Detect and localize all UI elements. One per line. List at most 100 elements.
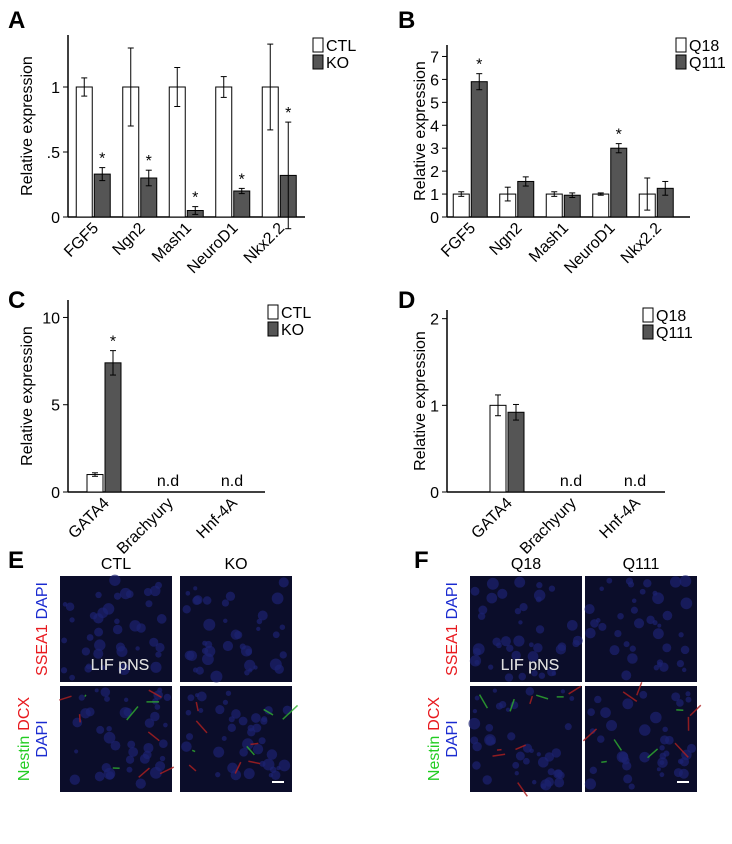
significance-mark: *	[99, 151, 105, 168]
cell-texture	[279, 651, 287, 659]
cell-texture	[685, 696, 692, 703]
cell-texture	[181, 741, 192, 752]
fiber-texture	[78, 714, 81, 723]
cell-texture	[614, 629, 622, 638]
error-bar	[145, 169, 152, 187]
cell-texture	[143, 587, 153, 597]
cell-texture	[472, 741, 482, 752]
x-tick-label: NeuroD1	[184, 220, 241, 277]
panel-letter: E	[8, 547, 24, 574]
image-overlay: LIF pNS	[91, 657, 150, 674]
cell-texture	[662, 643, 672, 653]
error-bar	[458, 191, 465, 197]
cell-texture	[96, 725, 105, 734]
significance-mark: *	[192, 190, 198, 207]
cell-texture	[669, 576, 682, 588]
cell-texture	[560, 689, 566, 694]
cell-texture	[594, 695, 602, 704]
row-label: DAPI	[444, 720, 461, 757]
cell-texture	[106, 725, 112, 732]
cell-texture	[234, 631, 243, 640]
legend-swatch	[267, 304, 279, 320]
fiber-texture	[517, 782, 528, 797]
cell-texture	[629, 645, 636, 652]
cell-texture	[187, 694, 195, 702]
row-label-part: DAPI	[34, 582, 51, 619]
y-tick-label: 6	[430, 72, 439, 89]
cell-texture	[119, 587, 132, 600]
fiber-texture	[568, 685, 582, 695]
bar	[104, 362, 122, 493]
cell-texture	[657, 623, 662, 628]
significance-mark: *	[285, 105, 291, 122]
cell-texture	[95, 591, 102, 599]
cell-texture	[202, 596, 212, 605]
category-note: n.d	[221, 473, 243, 490]
cell-texture	[244, 669, 250, 676]
y-tick-label: 0	[51, 485, 60, 502]
legend-swatch	[642, 324, 654, 340]
cell-texture	[652, 592, 664, 605]
fiber-texture	[148, 689, 162, 698]
cell-texture	[572, 635, 583, 646]
fiber-texture	[689, 704, 702, 717]
legend-swatch	[642, 307, 654, 323]
cell-texture	[630, 606, 638, 614]
x-tick-label: Hnf-4A	[194, 495, 241, 542]
cell-texture	[609, 645, 620, 656]
x-tick-label: GATA4	[468, 495, 516, 543]
fiber-texture	[515, 744, 526, 751]
cell-texture	[469, 655, 482, 667]
cell-texture	[486, 577, 499, 590]
cell-texture	[470, 586, 480, 596]
cell-texture	[105, 771, 115, 780]
fiber-texture	[622, 691, 638, 703]
cell-texture	[210, 670, 223, 683]
cell-texture	[100, 665, 106, 671]
cell-texture	[104, 696, 110, 702]
bar	[75, 86, 93, 218]
cell-texture	[585, 627, 596, 639]
fiber-texture	[647, 748, 659, 759]
y-tick-label: 0	[430, 210, 439, 227]
cell-texture	[72, 717, 83, 728]
cell-texture	[221, 599, 230, 607]
cell-texture	[279, 624, 286, 630]
cell-texture	[486, 592, 498, 604]
legend-label: Q111	[656, 325, 693, 342]
error-bar	[597, 192, 604, 196]
micrograph	[470, 576, 582, 682]
cell-texture	[662, 610, 673, 621]
fiber-texture	[159, 766, 175, 775]
cell-texture	[109, 574, 121, 586]
cell-texture	[678, 632, 684, 638]
cell-texture	[540, 783, 547, 789]
fiber-texture	[234, 761, 242, 774]
cell-texture	[671, 692, 681, 702]
cell-texture	[554, 777, 565, 788]
error-bar	[644, 177, 651, 211]
cell-texture	[116, 645, 128, 657]
cell-texture	[679, 759, 684, 764]
bar	[233, 190, 251, 218]
cell-texture	[94, 688, 99, 693]
cell-texture	[143, 742, 154, 753]
cell-texture	[244, 659, 256, 672]
cell-texture	[276, 766, 281, 771]
legend-label: CTL	[281, 305, 311, 322]
cell-texture	[185, 709, 192, 716]
cell-texture	[659, 772, 665, 778]
cell-texture	[242, 738, 254, 750]
cell-texture	[154, 704, 161, 710]
cell-texture	[69, 774, 81, 785]
row-label-part: DAPI	[34, 720, 51, 757]
cell-texture	[650, 711, 662, 724]
cell-texture	[186, 733, 194, 741]
x-tick-label: FGF5	[61, 220, 102, 261]
cell-texture	[472, 761, 481, 770]
cell-texture	[215, 772, 221, 778]
cell-texture	[203, 618, 216, 631]
bar	[470, 81, 488, 218]
cell-texture	[523, 757, 530, 765]
cell-texture	[616, 751, 629, 763]
